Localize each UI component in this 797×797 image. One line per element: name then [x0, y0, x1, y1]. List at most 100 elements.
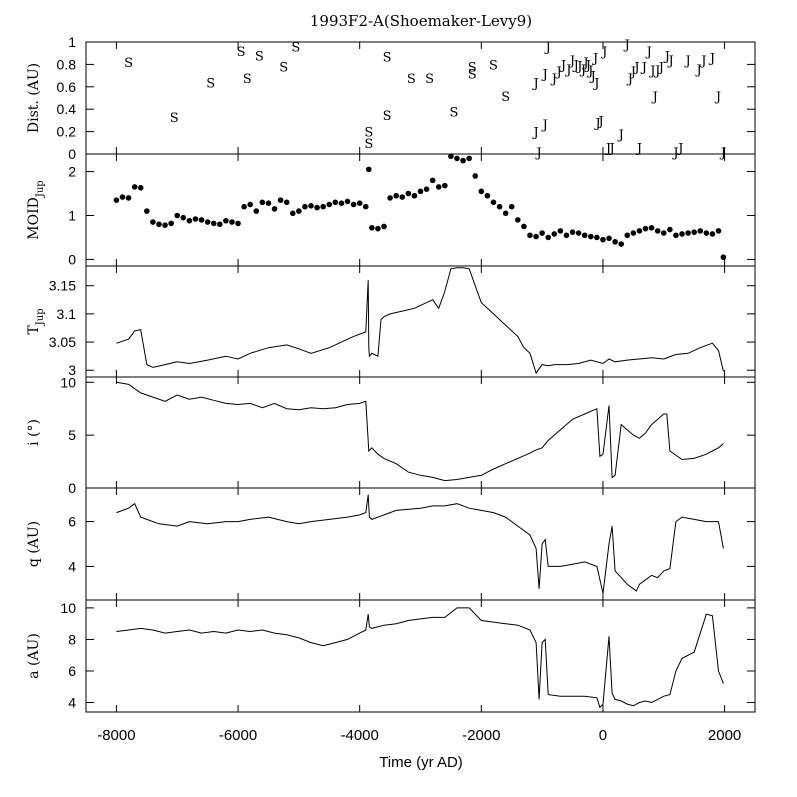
data-point	[478, 188, 485, 195]
data-point	[539, 230, 545, 236]
point-label: S	[124, 56, 133, 71]
data-point	[405, 190, 412, 197]
x-axis-label: Time (yr AD)	[379, 754, 463, 771]
data-point	[277, 197, 284, 203]
y-tick-label: 0.4	[57, 101, 77, 117]
data-point	[356, 200, 363, 206]
data-point	[326, 201, 333, 208]
point-label: S	[237, 45, 246, 60]
data-point	[697, 228, 704, 234]
y-tick-label: 0	[68, 251, 76, 267]
panel-frame	[85, 153, 756, 267]
point-label: S	[243, 72, 252, 87]
data-point	[496, 203, 503, 210]
point-label: J	[663, 49, 670, 64]
data-point	[679, 231, 685, 237]
point-label: J	[640, 61, 647, 76]
y-axis-label: TJup	[26, 308, 46, 334]
point-label: S	[449, 105, 458, 120]
data-point	[581, 232, 588, 239]
point-label: J	[626, 72, 633, 87]
data-point	[387, 195, 393, 201]
data-point	[587, 233, 594, 240]
y-tick-label: 3.1	[57, 306, 77, 322]
data-point	[502, 210, 509, 217]
y-tick-label: 0	[68, 480, 76, 496]
panel-frame	[85, 599, 756, 713]
data-point	[137, 185, 144, 191]
data-point	[624, 232, 631, 239]
data-point	[259, 199, 266, 206]
data-point	[235, 220, 241, 227]
data-point	[600, 236, 606, 243]
point-label: J	[632, 61, 639, 76]
point-label: J	[579, 63, 586, 78]
point-label: J	[694, 63, 701, 78]
point-label: J	[604, 141, 611, 156]
data-point	[563, 232, 570, 239]
data-point	[375, 225, 381, 232]
data-point	[204, 219, 211, 225]
data-point	[472, 173, 479, 179]
y-tick-label: 6	[68, 514, 76, 530]
point-label: J	[589, 70, 596, 85]
data-point	[720, 254, 727, 261]
y-tick-label: 1	[68, 207, 76, 223]
data-point	[557, 228, 564, 234]
point-label: J	[568, 54, 575, 69]
data-point	[362, 203, 369, 210]
point-label: J	[531, 76, 538, 91]
data-point	[381, 223, 387, 230]
point-label: S	[291, 40, 300, 55]
y-tick-label: 10	[60, 374, 76, 390]
data-point	[271, 206, 278, 212]
series-line	[116, 267, 724, 375]
point-label: J	[719, 146, 726, 161]
x-tick-label: 2000	[708, 727, 741, 744]
data-point	[448, 153, 454, 159]
data-point	[247, 201, 254, 208]
data-point	[344, 198, 351, 205]
point-label: J	[635, 141, 642, 156]
panel-frame	[85, 487, 756, 601]
x-tick-label: -4000	[340, 727, 378, 744]
point-label: S	[383, 109, 392, 124]
y-tick-label: 2	[68, 164, 76, 180]
data-point	[429, 177, 436, 184]
data-point	[156, 221, 162, 228]
data-point	[174, 212, 181, 219]
point-label: J	[708, 52, 715, 67]
data-point	[308, 203, 314, 209]
data-point	[192, 216, 199, 222]
data-point	[691, 229, 697, 235]
point-label: J	[534, 146, 541, 161]
series-line	[116, 381, 724, 482]
point-label: J	[645, 45, 652, 60]
point-label: S	[468, 61, 477, 76]
panel-q: 4 6 q (AU)	[26, 487, 756, 601]
data-point	[162, 222, 168, 228]
y-tick-label: 0.6	[57, 79, 77, 95]
data-point	[131, 184, 138, 190]
x-axis: -8000 -6000 -4000 -2000 0 2000	[97, 727, 741, 744]
data-point	[289, 210, 296, 217]
y-tick-label: 4	[68, 558, 76, 574]
point-label: S	[206, 76, 215, 91]
point-label: J	[559, 58, 566, 73]
x-tick-label: 0	[599, 727, 607, 744]
data-point	[527, 232, 533, 239]
point-label: J	[607, 141, 614, 156]
data-point	[253, 208, 260, 214]
y-axis-label: a (AU)	[26, 633, 42, 679]
data-point	[393, 192, 399, 199]
y-tick-label: 6	[68, 663, 76, 679]
data-point	[685, 230, 691, 236]
point-label: J	[653, 64, 660, 79]
data-point	[186, 217, 193, 224]
point-label: J	[648, 64, 655, 79]
data-point	[667, 226, 673, 233]
data-point	[442, 182, 448, 189]
point-label: J	[531, 126, 538, 141]
